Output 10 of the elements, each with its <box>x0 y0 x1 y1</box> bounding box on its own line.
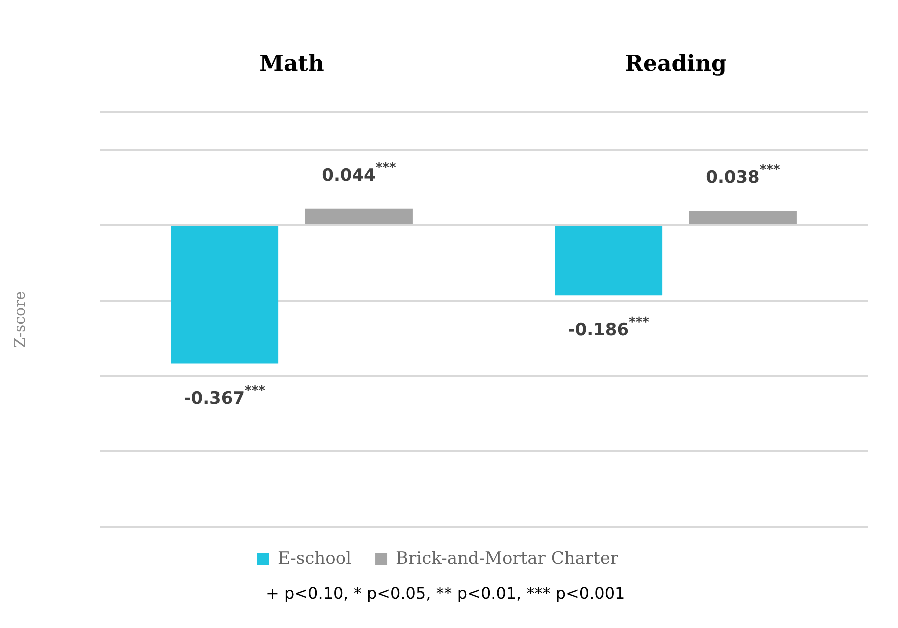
y-axis-title: Z-score <box>10 291 29 348</box>
data-label: -0.367*** <box>184 384 266 409</box>
data-label: 0.038*** <box>706 163 780 188</box>
legend-label: E-school <box>278 548 352 569</box>
x-tick-label: Math <box>260 50 324 77</box>
data-label: -0.186*** <box>568 316 650 341</box>
data-label: 0.044*** <box>322 160 396 186</box>
x-tick-label: Reading <box>625 50 727 77</box>
text: + p<0.10, * p<0.05, ** p<0.01, *** p<0.001 <box>266 584 626 603</box>
legend-label: Brick-and-Mortar Charter <box>396 548 620 569</box>
